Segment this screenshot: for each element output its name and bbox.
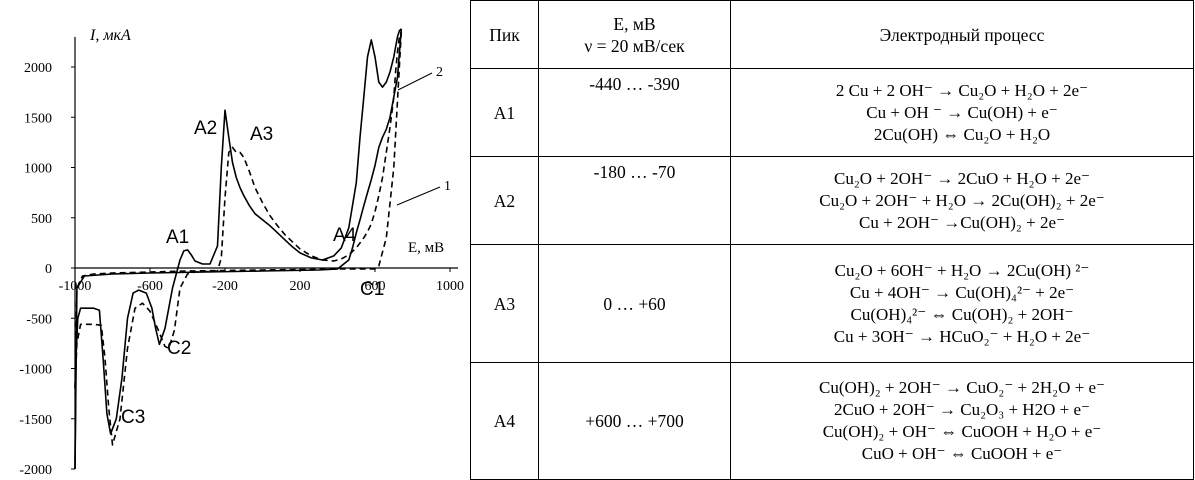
peak-label-a3: A3 [250, 124, 273, 145]
series-2-forward-line [74, 28, 402, 470]
process-cell: Cu₂O + 6OH⁻ + H₂O → 2Cu(OH) ²⁻ Cu + 4OH⁻… [730, 244, 1194, 363]
cyclic-voltammogram: -2000 -1500 -1000 -500 0 500 1000 1500 2000 -1000… [19, 27, 464, 478]
reaction-line: Cu + 2OH⁻ →Cu(OH)₂ + 2e⁻ [859, 212, 1065, 232]
table-header-row: Пик E, мВ ν = 20 мВ/сек Электродный проц… [470, 0, 1194, 69]
reaction-line: 2 Cu + 2 OH⁻ → Cu₂O + H₂O + 2e⁻ [835, 80, 1089, 100]
peak-label-a1: A1 [166, 227, 189, 248]
y-tick-label: 1000 [24, 162, 52, 177]
peak-label-c3: C3 [121, 407, 145, 428]
table-row: A2 -180 … -70 Cu₂O + 2OH⁻ → 2CuO + H₂O +… [470, 156, 1194, 245]
peak-label-a2: A2 [194, 118, 217, 139]
x-tick-label: 200 [290, 279, 311, 294]
x-tick-label: -600 [137, 279, 163, 294]
range-cell: -180 … -70 [538, 156, 731, 245]
reaction-line: Cu(OH)₂ + OH⁻ ⇔ CuOOH + H₂O + e⁻ [822, 422, 1102, 441]
process-cell: Cu(OH)₂ + 2OH⁻ → CuO₂⁻ + 2H₂O + e⁻ 2CuO … [730, 362, 1194, 480]
peak-cell: A1 [470, 68, 539, 157]
process-cell: Cu₂O + 2OH⁻ → 2CuO + H₂O + 2e⁻ Cu₂O + 2O… [730, 156, 1194, 245]
series-2-return-line [74, 28, 403, 470]
series-1-forward-line [74, 31, 403, 446]
x-tick-label: -200 [212, 279, 238, 294]
series-2-leader-line [397, 72, 433, 91]
reaction-line: 2CuO + 2OH⁻ → Cu₂O₃ + H2O + e⁻ [834, 400, 1090, 419]
range-cell: -440 … -390 [538, 68, 731, 157]
table-row: A3 0 … +60 Cu₂O + 6OH⁻ + H₂O → 2Cu(OH) ²… [470, 244, 1194, 363]
reaction-line: Cu₂O + 6OH⁻ + H₂O → 2Cu(OH) ²⁻ [834, 260, 1090, 280]
reaction-line: Cu₂O + 2OH⁻ + H₂O → 2Cu(OH)₂ + 2e⁻ [819, 190, 1105, 210]
y-tick-label: -500 [26, 312, 52, 327]
x-tick-label: 600 [365, 279, 386, 294]
header-potential-label: E, мВ [613, 13, 656, 34]
header-scan-rate: ν = 20 мВ/сек [584, 35, 685, 56]
x-tick-label: 1000 [436, 279, 464, 294]
plot-area: -2000 -1500 -1000 -500 0 500 1000 1500 2000 -1000… [19, 28, 464, 478]
peak-cell: A3 [470, 244, 539, 363]
peak-label-c1: C1 [360, 279, 384, 300]
x-axis-label: E, мВ [408, 240, 444, 256]
reaction-line: Cu(OH)₂ + 2OH⁻ → CuO₂⁻ + 2H₂O + e⁻ [819, 378, 1105, 397]
range-cell: 0 … +60 [538, 244, 731, 363]
reaction-line: Cu + OH ⁻ → Cu(OH) + e⁻ [866, 102, 1058, 122]
y-tick-label: 0 [45, 262, 52, 277]
range-cell: +600 … +700 [538, 362, 731, 480]
peak-cell: A2 [470, 156, 539, 245]
y-tick-label: 500 [31, 212, 52, 227]
reaction-line: CuO + OH⁻ ⇔ CuOOH + e⁻ [861, 444, 1063, 463]
table-row: A1 -440 … -390 2 Cu + 2 OH⁻ → Cu₂O + H₂O… [470, 68, 1194, 157]
series-1-label: 1 [444, 179, 451, 194]
y-tick-label: -1000 [19, 363, 52, 378]
peak-label-a4: A4 [333, 225, 357, 246]
peak-cell: A4 [470, 362, 539, 480]
peak-label-c2: C2 [167, 338, 191, 359]
reaction-line: Cu + 3OH⁻ → HCuO₂⁻ + H₂O + 2e⁻ [833, 326, 1091, 346]
header-potential: E, мВ ν = 20 мВ/сек [538, 0, 731, 69]
series-1-leader-line [396, 186, 441, 206]
x-tick-label: -1000 [59, 279, 92, 294]
reaction-line: Cu₂O + 2OH⁻ → 2CuO + H₂O + 2e⁻ [834, 168, 1090, 188]
header-peak: Пик [470, 0, 539, 69]
y-tick-label: -1500 [19, 413, 52, 428]
y-axis-label: I, мкА [89, 27, 131, 44]
process-cell: 2 Cu + 2 OH⁻ → Cu₂O + H₂O + 2e⁻ Cu + OH … [730, 68, 1194, 157]
electrode-process-table: Пик E, мВ ν = 20 мВ/сек Электродный проц… [470, 0, 1194, 480]
reaction-line: Cu(OH)₄²⁻ ⇔ Cu(OH)₂ + 2OH⁻ [850, 304, 1074, 324]
y-tick-label: -2000 [19, 463, 52, 478]
y-tick-label: 1500 [24, 111, 52, 126]
table-row: A4 +600 … +700 Cu(OH)₂ + 2OH⁻ → CuO₂⁻ + … [470, 362, 1194, 480]
series-2-label: 2 [436, 65, 443, 80]
reaction-line: Cu + 4OH⁻ → Cu(OH)₄²⁻ + 2e⁻ [849, 282, 1075, 302]
reaction-line: 2Cu(OH) ⇔ Cu₂O + H₂O [873, 124, 1051, 144]
header-process: Электродный процесс [730, 0, 1194, 69]
y-tick-label: 2000 [24, 61, 52, 76]
